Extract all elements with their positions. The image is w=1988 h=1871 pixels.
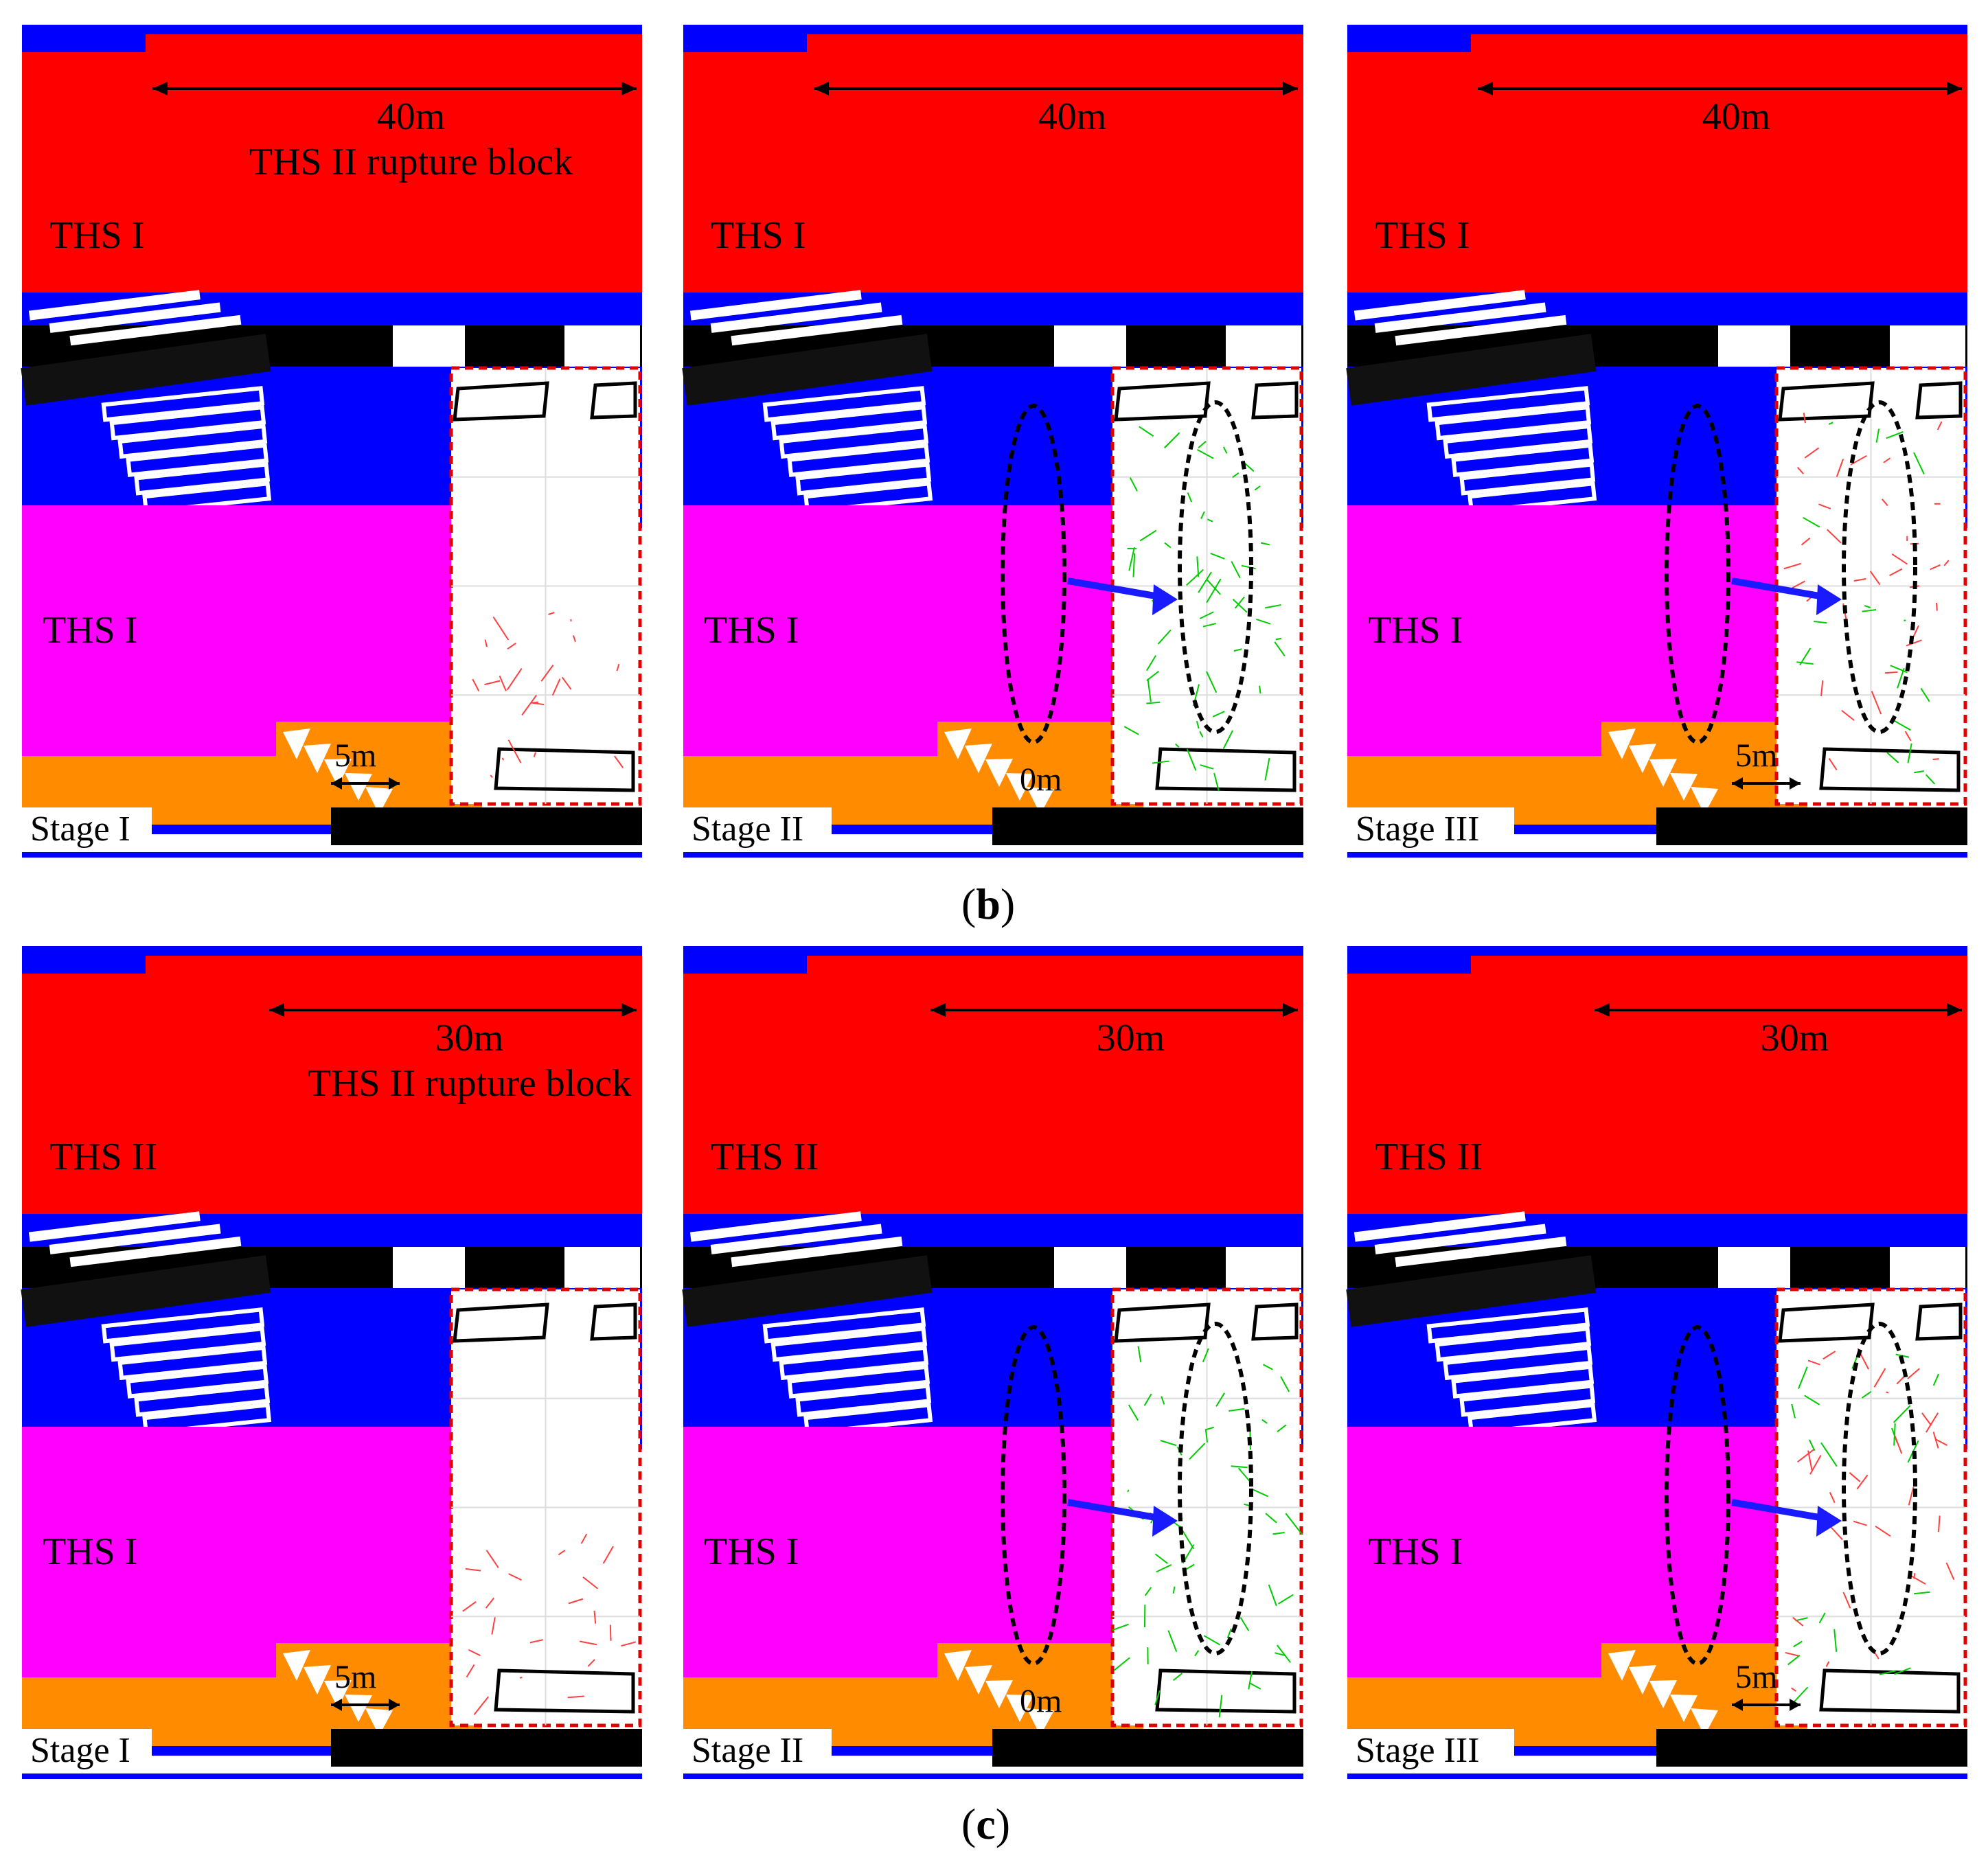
bottom-line — [683, 1774, 1303, 1779]
ths-top-step — [807, 34, 1303, 55]
coal-gap — [393, 1247, 465, 1288]
floor-coal — [331, 807, 642, 845]
coal-gap — [564, 1247, 640, 1288]
distance-label: 5m — [1735, 737, 1777, 774]
stage-label: Stage II — [692, 810, 803, 849]
coal-gap — [1890, 1247, 1965, 1288]
floor-coal — [992, 807, 1303, 845]
panel-c2: 30m THS II THS I 0m Stage II — [682, 946, 1303, 1780]
ths-top-stratum — [683, 974, 1303, 1238]
stage-label: Stage I — [30, 810, 130, 849]
top-stratum-label: THS II — [711, 1136, 819, 1178]
panel-b2: 40m THS I THS I 0m Stage II — [682, 25, 1303, 859]
span-label: 30m — [1097, 1017, 1165, 1059]
mid-stratum-label: THS I — [1368, 1530, 1463, 1573]
zoom-box — [1776, 1289, 1965, 1725]
zoom-box — [1112, 1289, 1302, 1725]
coal-gap — [393, 325, 465, 367]
floor-coal — [1656, 1729, 1967, 1767]
stage-label: Stage III — [1356, 810, 1479, 849]
mid-stratum-label: THS I — [43, 1530, 137, 1573]
bottom-line — [683, 852, 1303, 858]
caption-b: (b) — [961, 879, 1015, 930]
coal-gap — [1718, 1247, 1790, 1288]
rupture-label: THS II rupture block — [308, 1062, 631, 1105]
crack — [610, 1625, 611, 1641]
coal-gap — [564, 325, 640, 367]
distance-label: 5m — [1735, 1659, 1777, 1695]
ths-top-step — [1471, 34, 1967, 55]
bottom-line — [22, 1774, 642, 1779]
ths-top-step — [1471, 956, 1967, 976]
top-stratum-label: THS I — [1375, 214, 1470, 257]
span-label: 30m — [435, 1017, 504, 1059]
mid-stratum-label: THS I — [1368, 609, 1463, 652]
ths-top-step — [807, 956, 1303, 976]
rupture-label: THS II rupture block — [249, 141, 573, 183]
zoom-box — [451, 368, 640, 804]
bottom-line — [1347, 852, 1967, 858]
zoom-box — [451, 1289, 640, 1725]
mid-stratum-label: THS I — [43, 609, 137, 652]
ths-top-step — [146, 956, 642, 976]
caption-c: (c) — [961, 1799, 1010, 1850]
span-label: 40m — [1702, 95, 1771, 138]
crack — [533, 702, 539, 703]
stage-label: Stage I — [30, 1731, 130, 1770]
distance-label: 0m — [1020, 761, 1062, 798]
distance-label: 0m — [1020, 1683, 1062, 1719]
span-label: 30m — [1761, 1017, 1829, 1059]
top-stratum-label: THS II — [49, 1136, 157, 1178]
caption-b-letter: b — [976, 880, 1001, 928]
coal-gap — [1054, 325, 1126, 367]
distance-label: 5m — [334, 1659, 376, 1695]
zoom-box — [1112, 368, 1301, 804]
floor-coal — [992, 1729, 1303, 1767]
zoom-box — [1776, 368, 1965, 804]
span-label: 40m — [377, 95, 446, 138]
panel-c3: 30m THS II THS I 5m Stage III — [1346, 946, 1967, 1780]
distance-label: 5m — [334, 737, 376, 774]
top-stratum-label: THS I — [711, 214, 806, 257]
crack — [1936, 603, 1937, 611]
span-label: 40m — [1038, 95, 1107, 138]
mid-stratum-label: THS I — [704, 609, 799, 652]
ths-top-stratum — [683, 52, 1303, 317]
ths-top-step — [146, 34, 642, 55]
bottom-line — [22, 852, 642, 858]
coal-gap — [1890, 325, 1965, 367]
crack — [1885, 672, 1898, 673]
ths-top-stratum — [1347, 974, 1967, 1238]
floor-coal — [1656, 807, 1967, 845]
stage-label: Stage II — [692, 1731, 803, 1770]
floor-coal — [331, 1729, 642, 1767]
coal-gap — [1718, 325, 1790, 367]
crack — [1259, 686, 1260, 693]
ths-top-stratum — [22, 974, 642, 1238]
coal-gap — [1226, 325, 1301, 367]
top-stratum-label: THS I — [49, 214, 144, 257]
coal-gap — [1054, 1247, 1126, 1288]
caption-c-letter: c — [976, 1800, 995, 1848]
mid-stratum-label: THS I — [704, 1530, 799, 1573]
top-stratum-label: THS II — [1375, 1136, 1483, 1178]
stage-label: Stage III — [1356, 1731, 1479, 1770]
ths-top-stratum — [1347, 52, 1967, 317]
panel-b3: 40m THS I THS I 5m Stage III — [1346, 25, 1967, 859]
coal-gap — [1226, 1247, 1301, 1288]
ths-top-stratum — [22, 52, 642, 317]
bottom-line — [1347, 1774, 1967, 1779]
